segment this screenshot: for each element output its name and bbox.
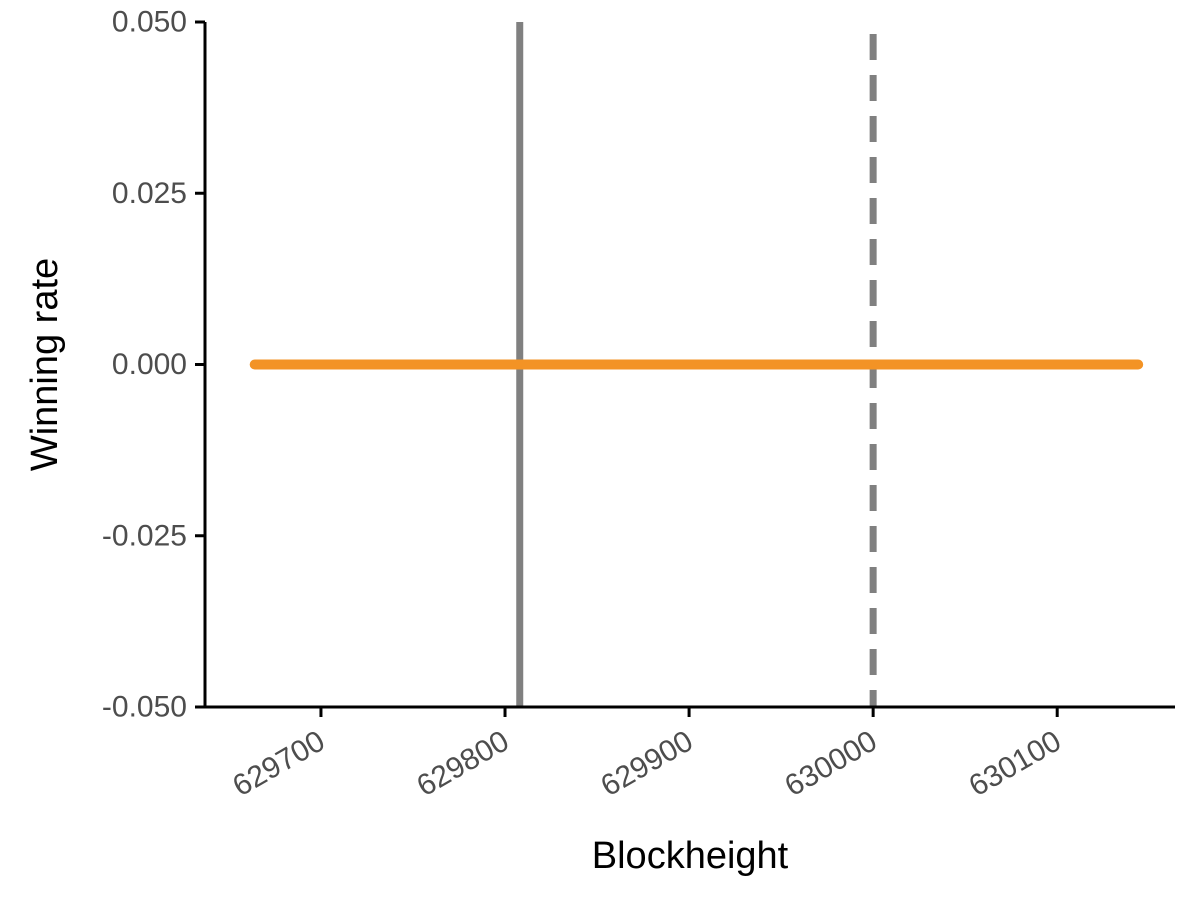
y-tick-label: 0.000 <box>112 348 187 381</box>
x-tick-label: 629700 <box>227 724 330 803</box>
y-axis-ticks: -0.050 -0.025 0.000 0.025 0.050 <box>102 6 205 724</box>
x-tick-label: 630000 <box>779 724 882 803</box>
x-tick-label: 630100 <box>964 724 1067 803</box>
y-tick-label: -0.025 <box>102 519 187 552</box>
y-tick-label: 0.025 <box>112 177 187 210</box>
x-axis-title: Blockheight <box>592 835 789 877</box>
y-tick-label: -0.050 <box>102 691 187 724</box>
x-axis-ticks: 629700 629800 629900 630000 630100 <box>227 707 1067 803</box>
y-axis-title: Winning rate <box>24 258 66 471</box>
y-tick-label: 0.050 <box>112 6 187 39</box>
x-tick-label: 629900 <box>595 724 698 803</box>
x-tick-label: 629800 <box>411 724 514 803</box>
plot-area <box>249 22 1144 707</box>
